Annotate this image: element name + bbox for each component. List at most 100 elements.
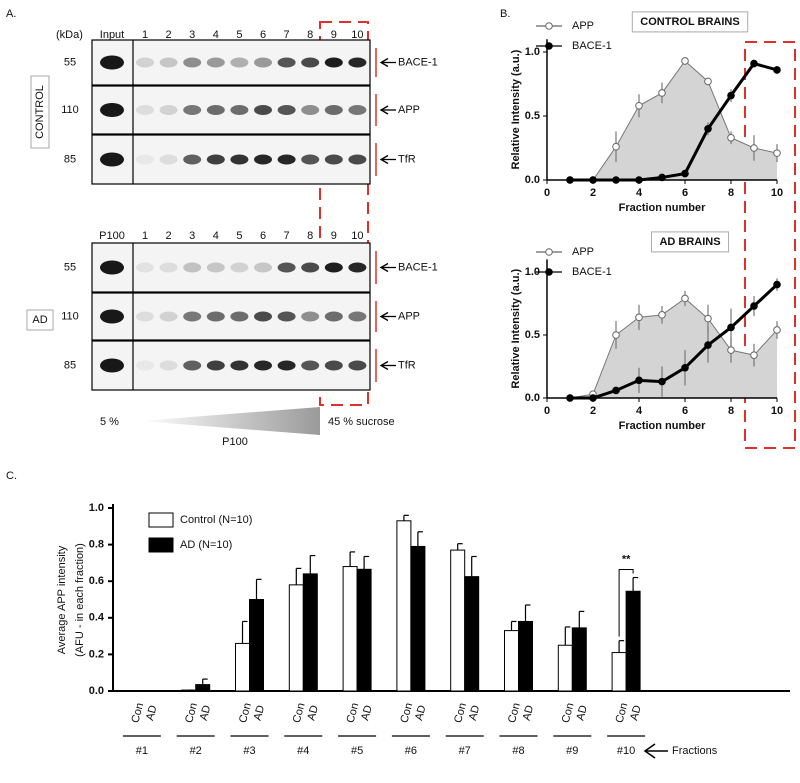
series-line xyxy=(570,60,778,181)
marker xyxy=(704,125,712,133)
blot-row xyxy=(91,340,371,391)
x-tick-label: 10 xyxy=(771,405,783,417)
marker xyxy=(658,311,666,319)
lane-label: 1 xyxy=(142,230,148,242)
band xyxy=(183,360,202,371)
band xyxy=(159,154,178,165)
band xyxy=(348,154,367,165)
marker xyxy=(589,176,597,184)
x-tick-label: #8 xyxy=(512,745,524,757)
band xyxy=(301,360,320,371)
band xyxy=(230,311,249,322)
x-tick-label: 10 xyxy=(771,187,783,199)
panel-label: A. xyxy=(6,8,16,20)
blot-row xyxy=(91,242,371,293)
bar xyxy=(504,630,519,692)
marker xyxy=(589,394,597,402)
lane-label: 5 xyxy=(236,29,242,41)
group-label: Con xyxy=(345,702,362,725)
bar xyxy=(410,545,426,692)
band xyxy=(159,311,178,322)
protein-label: TfR xyxy=(398,359,416,371)
marker xyxy=(727,91,735,100)
bar xyxy=(464,576,480,692)
group-label: Con xyxy=(129,702,146,725)
group-label: Con xyxy=(614,702,631,725)
arrow-head xyxy=(379,360,389,371)
group-label: AD xyxy=(359,704,375,722)
protein-label: BACE-1 xyxy=(398,56,438,68)
legend-marker xyxy=(545,248,553,256)
group-label: Con xyxy=(560,702,577,725)
legend-label: APP xyxy=(572,246,594,258)
group-label: Con xyxy=(506,702,523,725)
band xyxy=(277,154,296,165)
marker xyxy=(704,314,712,323)
marker xyxy=(658,377,666,386)
panel-label: B. xyxy=(500,8,510,20)
bar xyxy=(235,642,250,692)
band xyxy=(348,311,367,322)
band xyxy=(324,360,343,371)
marker xyxy=(658,89,666,97)
band xyxy=(301,262,320,273)
band xyxy=(324,262,343,273)
band xyxy=(301,311,320,322)
input-band xyxy=(100,260,124,275)
y-tick-label: 1.0 xyxy=(89,502,104,514)
x-tick-label: 6 xyxy=(682,187,688,199)
series-line xyxy=(570,283,779,400)
area xyxy=(570,298,777,398)
y-axis-label: Average APP intensity xyxy=(56,545,68,654)
lane-label: 2 xyxy=(166,230,172,242)
bar xyxy=(195,684,211,692)
lane-label: 3 xyxy=(189,29,195,41)
marker xyxy=(704,77,712,86)
band xyxy=(324,57,343,68)
title-box xyxy=(650,231,730,253)
group-label: Con xyxy=(452,702,469,725)
marker xyxy=(612,176,620,184)
marker xyxy=(612,142,620,151)
group-label: AD xyxy=(574,704,590,722)
x-tick-label: #1 xyxy=(136,745,148,757)
x-tick-label: #3 xyxy=(243,745,255,757)
legend-swatch xyxy=(148,537,174,553)
bar xyxy=(557,644,573,692)
group-label: AD xyxy=(628,704,644,722)
legend-label: BACE-1 xyxy=(572,266,612,278)
input-band xyxy=(100,103,124,117)
kda-value: 110 xyxy=(61,310,79,322)
lane-label: 9 xyxy=(331,230,337,242)
band xyxy=(206,57,225,68)
band xyxy=(254,154,272,165)
band xyxy=(277,105,296,115)
x-axis-label: Fraction number xyxy=(619,202,707,214)
x-tick-label: 2 xyxy=(590,187,596,199)
band xyxy=(254,105,272,115)
band xyxy=(277,262,296,273)
protein-label: APP xyxy=(398,104,420,116)
input-band xyxy=(100,358,124,373)
kda-value: 85 xyxy=(64,359,76,371)
x-tick-label: 0 xyxy=(544,405,550,417)
x-tick-label: #4 xyxy=(297,745,309,757)
bar xyxy=(249,599,264,692)
legend-swatch xyxy=(148,512,174,528)
band xyxy=(230,57,249,68)
band xyxy=(277,311,296,322)
series-line xyxy=(569,297,778,399)
x-tick-label: 0 xyxy=(544,187,550,199)
legend-marker xyxy=(545,268,553,276)
protein-label: TfR xyxy=(398,153,416,165)
x-tick-label: #9 xyxy=(566,745,578,757)
group-label: AD xyxy=(467,704,483,722)
lane-label: 9 xyxy=(331,29,337,41)
band xyxy=(324,311,343,322)
legend-label: Control (N=10) xyxy=(180,514,252,526)
gradient-start: 5 % xyxy=(100,416,119,428)
band xyxy=(159,105,178,115)
band xyxy=(277,57,296,68)
significance-bracket xyxy=(618,569,634,637)
